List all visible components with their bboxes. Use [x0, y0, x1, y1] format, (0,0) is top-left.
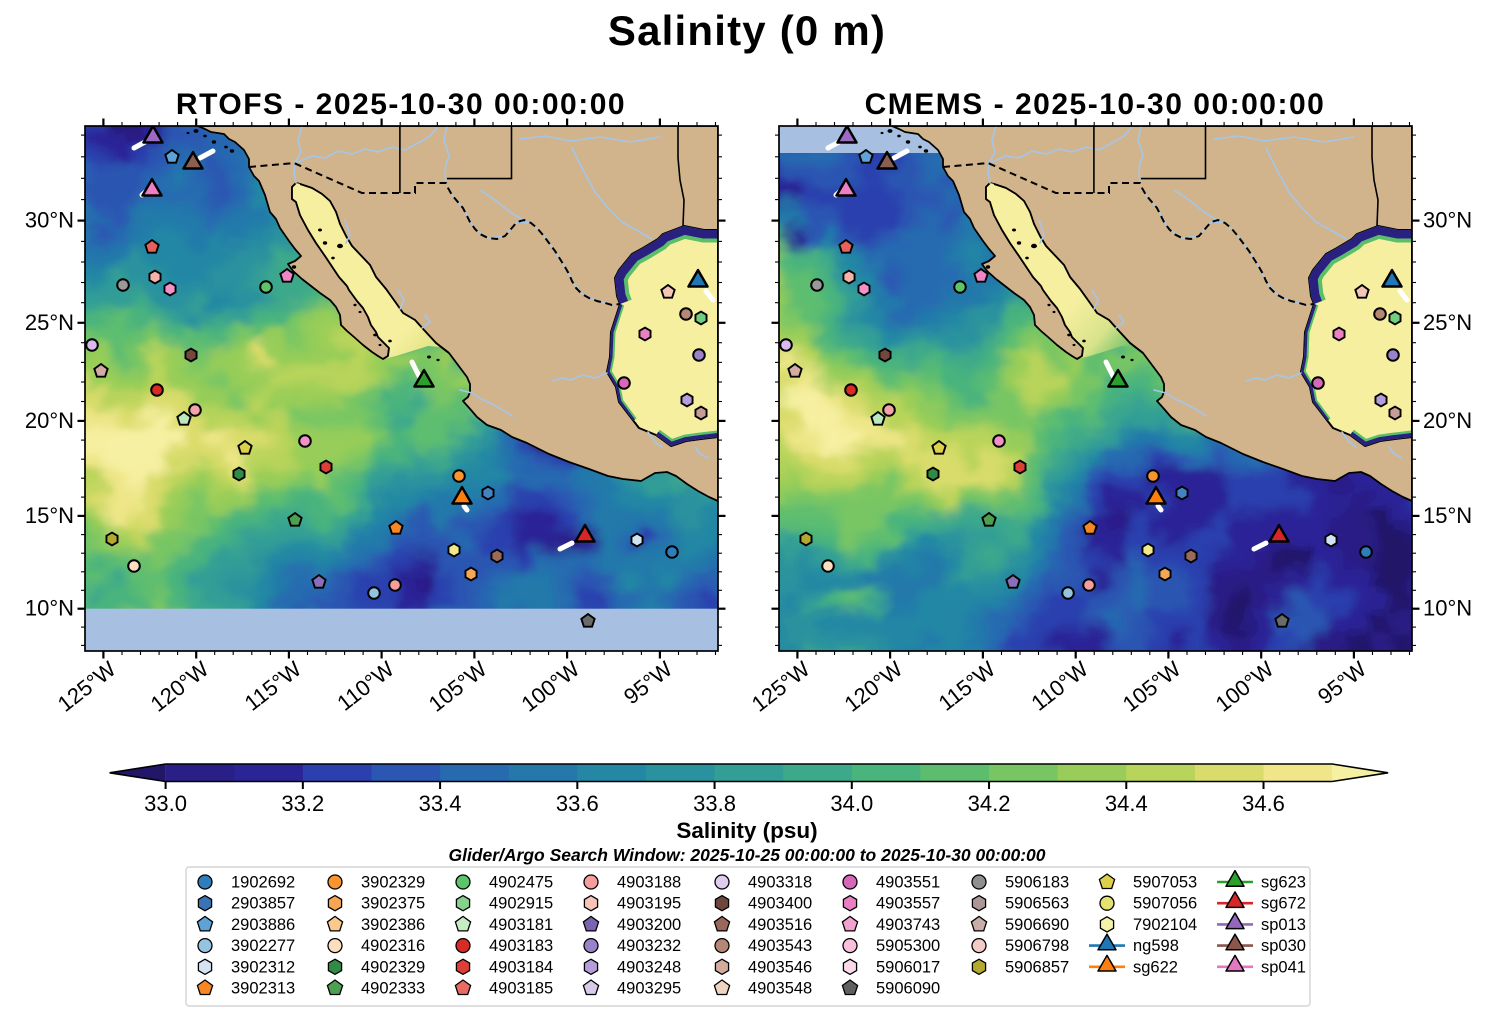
- svg-text:4903400: 4903400: [748, 895, 812, 913]
- svg-text:4903516: 4903516: [748, 916, 812, 934]
- svg-text:5906798: 5906798: [1005, 937, 1069, 955]
- svg-text:30°N: 30°N: [1423, 208, 1472, 233]
- svg-text:20°N: 20°N: [1423, 408, 1472, 433]
- svg-text:4903551: 4903551: [876, 874, 940, 892]
- svg-text:4903543: 4903543: [748, 937, 812, 955]
- svg-text:sg622: sg622: [1133, 958, 1178, 976]
- svg-text:4903183: 4903183: [489, 937, 553, 955]
- svg-text:33.4: 33.4: [419, 791, 462, 816]
- svg-text:5906690: 5906690: [1005, 916, 1069, 934]
- svg-text:Salinity (0 m): Salinity (0 m): [608, 7, 886, 54]
- svg-text:25°N: 25°N: [25, 310, 74, 335]
- svg-text:15°N: 15°N: [25, 503, 74, 528]
- svg-text:5906017: 5906017: [876, 958, 940, 976]
- svg-text:4903195: 4903195: [617, 895, 681, 913]
- svg-text:33.0: 33.0: [144, 791, 187, 816]
- svg-text:3902386: 3902386: [361, 916, 425, 934]
- svg-text:5905300: 5905300: [876, 937, 940, 955]
- svg-text:33.6: 33.6: [556, 791, 599, 816]
- svg-text:33.2: 33.2: [281, 791, 324, 816]
- svg-text:4903318: 4903318: [748, 874, 812, 892]
- svg-text:4902316: 4902316: [361, 937, 425, 955]
- svg-text:3902313: 3902313: [231, 980, 295, 998]
- svg-text:7902104: 7902104: [1133, 916, 1197, 934]
- svg-text:25°N: 25°N: [1423, 310, 1472, 335]
- svg-text:4902915: 4902915: [489, 895, 553, 913]
- svg-text:4903546: 4903546: [748, 958, 812, 976]
- svg-text:2903857: 2903857: [231, 895, 295, 913]
- svg-text:RTOFS - 2025-10-30 00:00:00: RTOFS - 2025-10-30 00:00:00: [176, 88, 626, 121]
- svg-text:1902692: 1902692: [231, 874, 295, 892]
- svg-text:4902329: 4902329: [361, 958, 425, 976]
- svg-text:sp013: sp013: [1261, 916, 1306, 934]
- svg-text:sg672: sg672: [1261, 895, 1306, 913]
- svg-text:30°N: 30°N: [25, 208, 74, 233]
- svg-text:4903200: 4903200: [617, 916, 681, 934]
- svg-text:4902475: 4902475: [489, 874, 553, 892]
- svg-text:Glider/Argo Search Window: 202: Glider/Argo Search Window: 2025-10-25 00…: [448, 845, 1045, 865]
- svg-text:5906183: 5906183: [1005, 874, 1069, 892]
- svg-text:33.8: 33.8: [693, 791, 736, 816]
- svg-text:3902329: 3902329: [361, 874, 425, 892]
- svg-text:5906563: 5906563: [1005, 895, 1069, 913]
- svg-text:5907056: 5907056: [1133, 895, 1197, 913]
- svg-text:20°N: 20°N: [25, 408, 74, 433]
- svg-text:4903184: 4903184: [489, 958, 553, 976]
- svg-text:5906090: 5906090: [876, 980, 940, 998]
- svg-text:3902375: 3902375: [361, 895, 425, 913]
- svg-text:sp041: sp041: [1261, 958, 1306, 976]
- svg-text:5907053: 5907053: [1133, 874, 1197, 892]
- svg-text:Salinity (psu): Salinity (psu): [676, 818, 817, 843]
- svg-text:ng598: ng598: [1133, 937, 1179, 955]
- svg-text:34.2: 34.2: [968, 791, 1011, 816]
- svg-text:4903743: 4903743: [876, 916, 940, 934]
- svg-text:sg623: sg623: [1261, 874, 1306, 892]
- svg-text:4903181: 4903181: [489, 916, 553, 934]
- svg-text:4903188: 4903188: [617, 874, 681, 892]
- svg-text:sp030: sp030: [1261, 937, 1306, 955]
- svg-text:4903185: 4903185: [489, 980, 553, 998]
- svg-text:5906857: 5906857: [1005, 958, 1069, 976]
- svg-text:4903232: 4903232: [617, 937, 681, 955]
- svg-text:10°N: 10°N: [25, 596, 74, 621]
- svg-text:3902277: 3902277: [231, 937, 295, 955]
- svg-text:34.6: 34.6: [1242, 791, 1285, 816]
- svg-text:2903886: 2903886: [231, 916, 295, 934]
- svg-text:4903295: 4903295: [617, 980, 681, 998]
- svg-text:15°N: 15°N: [1423, 503, 1472, 528]
- svg-text:10°N: 10°N: [1423, 596, 1472, 621]
- svg-text:4903548: 4903548: [748, 980, 812, 998]
- svg-text:34.4: 34.4: [1105, 791, 1148, 816]
- svg-text:34.0: 34.0: [830, 791, 873, 816]
- svg-text:4903248: 4903248: [617, 958, 681, 976]
- svg-text:CMEMS - 2025-10-30 00:00:00: CMEMS - 2025-10-30 00:00:00: [865, 88, 1326, 121]
- svg-text:3902312: 3902312: [231, 958, 295, 976]
- svg-text:4903557: 4903557: [876, 895, 940, 913]
- svg-text:4902333: 4902333: [361, 980, 425, 998]
